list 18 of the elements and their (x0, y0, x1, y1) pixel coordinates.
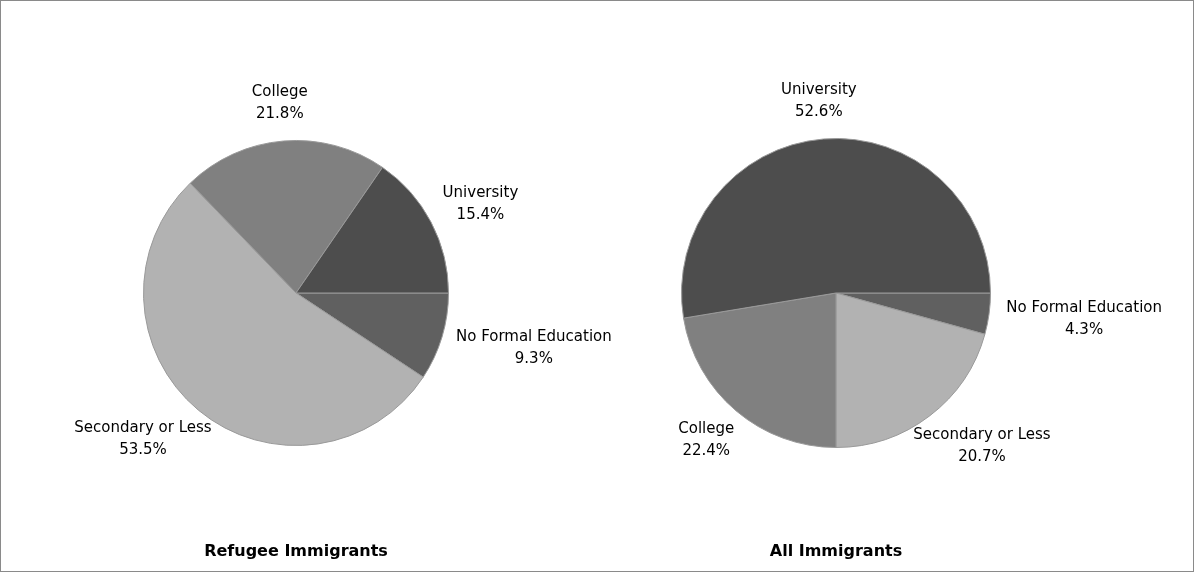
data-label: 15.4% (456, 205, 505, 224)
slice-label: Secondary or Less (74, 418, 212, 437)
data-label: 53.5% (119, 440, 167, 459)
data-label: 4.3% (1065, 319, 1104, 338)
text: Refugee Immigrants (204, 541, 388, 561)
text: All Immigrants (769, 541, 903, 561)
slice-label: Secondary or Less (913, 425, 1051, 444)
data-label: 22.4% (682, 440, 731, 459)
slice-label: University (781, 80, 857, 99)
slice-label: No Formal Education (1006, 297, 1162, 316)
slice-label: University (442, 183, 519, 202)
data-label: 9.3% (514, 348, 553, 367)
slice-label: College (251, 82, 308, 101)
data-label: 52.6% (795, 102, 843, 121)
slice-label: No Formal Education (455, 326, 612, 345)
data-label: 20.7% (958, 447, 1006, 466)
slice-label: College (678, 418, 735, 437)
data-label: 21.8% (255, 104, 304, 123)
